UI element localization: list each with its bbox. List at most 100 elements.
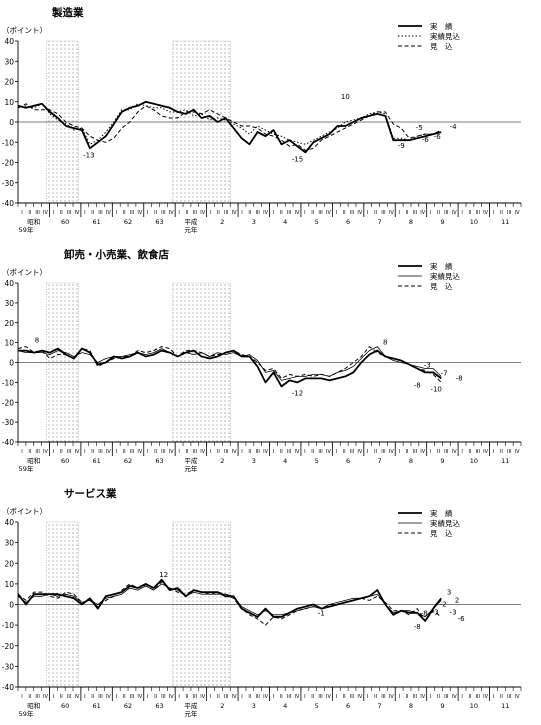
quarter-tick-label: IV <box>137 694 142 700</box>
quarter-tick-label: II <box>186 449 189 455</box>
quarter-tick-label: I <box>210 694 211 700</box>
quarter-tick-label: III <box>476 694 480 700</box>
quarter-tick-label: III <box>98 210 102 216</box>
year-label: 5 <box>315 457 319 465</box>
data-label: -13 <box>83 151 94 159</box>
y-tick-label: 30 <box>4 539 14 548</box>
year-label: 62 <box>124 218 132 226</box>
quarter-tick-label: I <box>461 210 462 216</box>
quarter-tick-label: I <box>178 694 179 700</box>
quarter-tick-label: IV <box>169 210 174 216</box>
year-label: 62 <box>124 457 132 465</box>
y-tick-label: 10 <box>4 98 14 107</box>
quarter-tick-label: IV <box>452 449 457 455</box>
y-tick-label: -40 <box>2 683 14 692</box>
quarter-tick-label: I <box>304 210 305 216</box>
legend-label: 実績見込 <box>430 518 460 528</box>
quarter-tick-label: IV <box>263 210 268 216</box>
y-tick-label: 10 <box>4 339 14 348</box>
data-label: 10 <box>341 93 350 101</box>
quarter-tick-label: IV <box>263 449 268 455</box>
year-label: 63 <box>155 218 163 226</box>
quarter-tick-label: II <box>28 210 31 216</box>
era-sublabel: 59年 <box>19 464 34 473</box>
data-label: 8 <box>35 337 39 345</box>
quarter-tick-label: III <box>35 449 39 455</box>
y-tick-label: -10 <box>2 621 14 630</box>
quarter-tick-label: I <box>493 694 494 700</box>
quarter-tick-label: I <box>241 210 242 216</box>
series-line-3 <box>17 346 442 383</box>
quarter-tick-label: I <box>493 449 494 455</box>
year-label: 8 <box>409 457 413 465</box>
year-label: 63 <box>155 457 163 465</box>
quarter-tick-label: IV <box>295 210 300 216</box>
quarter-tick-label: IV <box>43 694 48 700</box>
quarter-tick-label: I <box>241 694 242 700</box>
quarter-tick-label: I <box>53 694 54 700</box>
quarter-tick-label: IV <box>452 210 457 216</box>
quarter-tick-label: IV <box>43 449 48 455</box>
quarter-tick-label: III <box>350 449 354 455</box>
year-label: 2 <box>220 218 224 226</box>
quarter-tick-label: II <box>311 694 314 700</box>
year-label: 9 <box>440 457 444 465</box>
quarter-tick-label: I <box>210 210 211 216</box>
quarter-tick-label: III <box>444 210 448 216</box>
quarter-tick-label: I <box>210 449 211 455</box>
quarter-tick-label: III <box>381 694 385 700</box>
quarter-tick-label: III <box>413 449 417 455</box>
quarter-tick-label: III <box>130 449 134 455</box>
quarter-tick-label: II <box>123 694 126 700</box>
quarter-tick-label: I <box>273 210 274 216</box>
chart-title: 卸売・小売業、飲食店 <box>64 248 169 261</box>
quarter-tick-label: I <box>53 449 54 455</box>
quarter-tick-label: I <box>178 210 179 216</box>
quarter-tick-label: I <box>21 210 22 216</box>
quarter-tick-label: IV <box>106 449 111 455</box>
year-label: 61 <box>92 218 100 226</box>
quarter-tick-label: II <box>437 449 440 455</box>
year-label: 62 <box>124 702 132 710</box>
quarter-tick-label: II <box>280 694 283 700</box>
quarter-tick-label: IV <box>326 694 331 700</box>
quarter-tick-label: IV <box>389 449 394 455</box>
data-label: -8 <box>414 381 421 389</box>
quarter-tick-label: II <box>28 449 31 455</box>
quarter-tick-label: III <box>507 210 511 216</box>
quarter-tick-label: I <box>147 694 148 700</box>
quarter-tick-label: IV <box>483 694 488 700</box>
quarter-tick-label: I <box>147 210 148 216</box>
data-label: -3 <box>432 609 439 617</box>
quarter-tick-label: IV <box>200 210 205 216</box>
y-tick-label: -20 <box>2 398 14 407</box>
quarter-tick-label: I <box>398 210 399 216</box>
quarter-tick-label: IV <box>200 449 205 455</box>
y-axis-unit-label: （ポイント） <box>2 268 47 277</box>
quarter-tick-label: II <box>186 694 189 700</box>
legend-label: 見 込 <box>430 282 453 291</box>
quarter-tick-label: IV <box>452 694 457 700</box>
year-label: 5 <box>315 218 319 226</box>
quarter-tick-label: II <box>60 210 63 216</box>
quarter-tick-label: III <box>35 694 39 700</box>
quarter-tick-label: I <box>241 449 242 455</box>
quarter-tick-label: I <box>84 210 85 216</box>
quarter-tick-label: III <box>35 210 39 216</box>
era-sublabel: 59年 <box>19 709 34 718</box>
year-label: 4 <box>283 457 287 465</box>
data-label: 8 <box>383 339 387 347</box>
quarter-tick-label: III <box>476 210 480 216</box>
year-label: 60 <box>61 218 69 226</box>
chart-title: 製造業 <box>51 6 84 19</box>
y-tick-label: 20 <box>4 319 14 328</box>
quarter-tick-label: II <box>248 449 251 455</box>
quarter-tick-label: IV <box>200 694 205 700</box>
data-label: -6 <box>434 133 442 141</box>
quarter-tick-label: II <box>500 449 503 455</box>
quarter-tick-label: II <box>374 210 377 216</box>
legend-label: 見 込 <box>430 42 453 51</box>
quarter-tick-label: III <box>161 694 165 700</box>
quarter-tick-label: II <box>91 449 94 455</box>
